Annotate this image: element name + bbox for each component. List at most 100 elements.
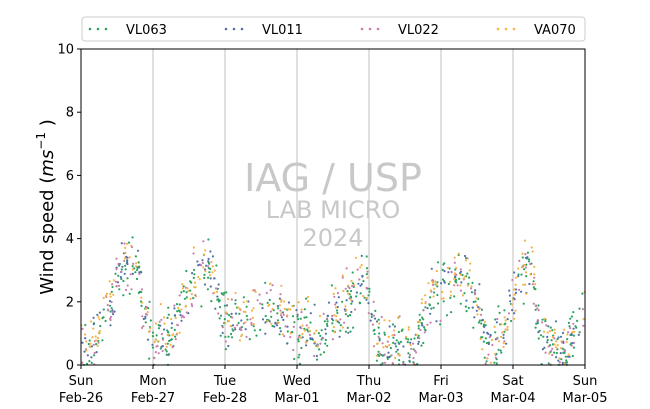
point-VL063: [248, 338, 251, 341]
point-VL063: [209, 267, 212, 270]
point-VL011: [473, 316, 476, 319]
point-VL063: [362, 280, 365, 283]
point-VL022: [453, 261, 456, 264]
point-VA070: [543, 317, 546, 320]
point-VA070: [306, 300, 310, 303]
point-VL011: [203, 283, 207, 286]
point-VL063: [137, 261, 140, 264]
point-VL022: [265, 291, 268, 295]
point-VA070: [360, 264, 363, 267]
x-tick-label-day: Wed: [283, 374, 311, 389]
point-VL022: [185, 311, 188, 314]
point-VL022: [161, 338, 165, 341]
point-VA070: [500, 335, 503, 338]
point-VA070: [245, 300, 249, 303]
point-VL063: [392, 341, 395, 344]
legend-marker: [504, 27, 508, 31]
point-VL063: [97, 339, 100, 342]
point-VL011: [336, 305, 339, 309]
point-VL063: [305, 297, 308, 300]
point-VA070: [277, 321, 280, 324]
point-VA070: [238, 307, 241, 310]
point-VA070: [174, 316, 177, 320]
point-VL022: [111, 311, 114, 314]
point-VL022: [333, 295, 336, 298]
point-VL063: [319, 334, 322, 337]
point-VL011: [514, 288, 518, 291]
point-VL011: [173, 307, 176, 310]
point-VL022: [138, 272, 141, 275]
point-VL063: [374, 309, 377, 312]
point-VL022: [182, 316, 186, 319]
point-VA070: [159, 303, 162, 306]
point-VL011: [378, 339, 381, 342]
point-VA070: [520, 266, 524, 269]
point-VL063: [149, 319, 152, 322]
point-VA070: [534, 283, 537, 286]
point-VL063: [503, 309, 506, 312]
point-VL063: [222, 293, 225, 296]
point-VL011: [577, 333, 580, 336]
point-VL011: [561, 331, 565, 335]
point-VL022: [541, 321, 544, 324]
point-VL011: [495, 321, 498, 324]
point-VA070: [466, 284, 469, 287]
point-VL011: [92, 323, 95, 326]
point-VL063: [436, 293, 439, 297]
point-VL022: [97, 341, 100, 344]
point-VL063: [436, 261, 440, 264]
point-VL063: [297, 340, 300, 343]
point-VL022: [372, 345, 376, 348]
point-VL063: [227, 335, 230, 338]
point-VL011: [524, 256, 528, 259]
point-VL011: [513, 271, 516, 274]
point-VA070: [289, 332, 292, 335]
point-VL063: [568, 325, 571, 328]
point-VA070: [546, 331, 549, 334]
point-VL063: [407, 338, 410, 341]
point-VL011: [240, 319, 243, 322]
point-VL063: [578, 307, 581, 310]
point-VL063: [541, 318, 544, 321]
point-VL063: [389, 346, 392, 350]
point-VL011: [463, 254, 467, 258]
point-VL022: [534, 304, 537, 308]
point-VL022: [201, 261, 204, 265]
point-VL011: [543, 346, 546, 349]
point-VL011: [261, 318, 265, 321]
point-VL063: [420, 321, 423, 325]
point-VA070: [392, 329, 396, 332]
point-VL011: [278, 297, 281, 300]
point-VL022: [386, 340, 389, 343]
point-VA070: [432, 281, 435, 284]
point-VA070: [573, 330, 576, 333]
point-VL022: [126, 257, 129, 260]
point-VA070: [555, 340, 558, 343]
point-VL063: [200, 305, 203, 308]
point-VL011: [276, 305, 279, 308]
point-VA070: [335, 315, 338, 318]
point-VL011: [335, 301, 338, 304]
point-VL011: [357, 282, 360, 285]
point-VL011: [373, 317, 377, 320]
legend-marker: [96, 27, 100, 31]
point-VL063: [315, 358, 319, 361]
x-tick-label-date: Feb-28: [203, 391, 247, 406]
point-VA070: [128, 256, 131, 259]
point-VA070: [306, 295, 310, 299]
point-VL022: [279, 314, 283, 317]
point-VL063: [305, 316, 308, 319]
point-VL011: [393, 325, 396, 328]
point-VL022: [377, 335, 380, 338]
point-VA070: [506, 325, 509, 328]
point-VL011: [557, 359, 560, 362]
point-VL011: [273, 325, 276, 328]
point-VL011: [408, 360, 411, 363]
point-VL063: [300, 346, 303, 350]
point-VL011: [417, 340, 420, 343]
point-VL011: [505, 342, 508, 345]
point-VA070: [514, 309, 517, 312]
point-VA070: [332, 292, 335, 295]
point-VA070: [394, 356, 397, 359]
point-VL022: [81, 327, 84, 330]
